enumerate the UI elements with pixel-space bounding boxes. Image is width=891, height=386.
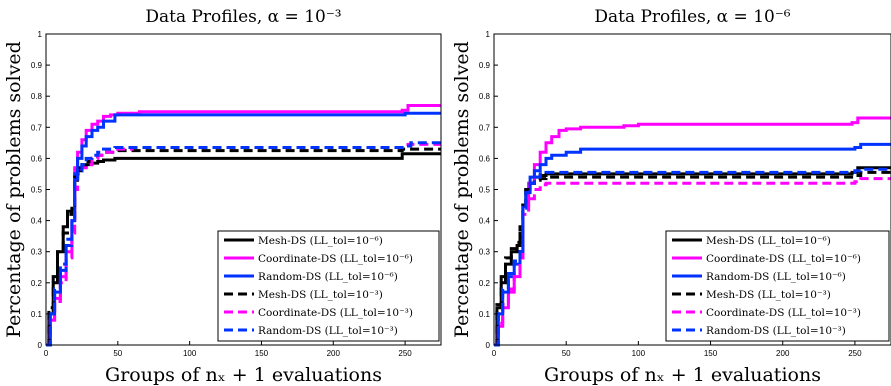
legend: Mesh-DS (LL_tol=10⁻⁶) Coordinate-DS (LL_t… bbox=[217, 230, 440, 342]
y-tick-label: 0 bbox=[486, 341, 491, 350]
y-tick-label: 0 bbox=[38, 341, 43, 350]
series-line-4 bbox=[494, 170, 891, 347]
legend-box bbox=[665, 230, 890, 342]
legend-label: Mesh-DS (LL_tol=10⁻³) bbox=[706, 289, 831, 301]
y-tick-label: 0.6 bbox=[31, 154, 43, 163]
x-tick-label: 0 bbox=[44, 349, 49, 358]
x-tick-label: 50 bbox=[562, 349, 571, 358]
x-axis-label: Groups of nₓ + 1 evaluations bbox=[544, 364, 821, 386]
x-tick-label: 150 bbox=[255, 349, 269, 358]
y-tick-label: 0.4 bbox=[31, 217, 43, 226]
chart-panel-1: 0 0.1 0.2 0.3 0.4 0.5 0.6 0.7 0.8 0.9 1 0 50 100 150 20… bbox=[3, 7, 442, 386]
x-tick-label: 200 bbox=[327, 349, 341, 358]
y-tick-label: 0.2 bbox=[479, 279, 491, 288]
y-axis-label: Percentage of problems solved bbox=[3, 41, 25, 338]
legend-box bbox=[217, 230, 440, 342]
chart-panel-2: 0 0.1 0.2 0.3 0.4 0.5 0.6 0.7 0.8 0.9 1 0 50 100 150 20… bbox=[451, 7, 891, 386]
legend-label: Coordinate-DS (LL_tol=10⁻³) bbox=[706, 307, 861, 319]
x-tick-label: 0 bbox=[492, 349, 497, 358]
legend-label: Mesh-DS (LL_tol=10⁻⁶) bbox=[706, 235, 831, 247]
x-tick-label: 100 bbox=[183, 349, 197, 358]
y-tick-label: 0.2 bbox=[31, 279, 43, 288]
series-line-6 bbox=[46, 141, 441, 347]
y-tick-label: 0.7 bbox=[479, 123, 491, 132]
x-tick-label: 100 bbox=[632, 349, 646, 358]
y-tick-label: 0.1 bbox=[31, 310, 43, 319]
y-tick-label: 0.5 bbox=[31, 186, 43, 195]
series-line-3 bbox=[494, 142, 891, 347]
legend-label: Coordinate-DS (LL_tol=10⁻⁶) bbox=[258, 253, 413, 265]
legend-label: Coordinate-DS (LL_tol=10⁻⁶) bbox=[706, 253, 861, 265]
legend-label: Random-DS (LL_tol=10⁻⁶) bbox=[258, 271, 398, 283]
y-tick-label: 0.3 bbox=[479, 248, 491, 257]
series-line-2 bbox=[494, 116, 891, 347]
y-tick-label: 0.1 bbox=[479, 310, 491, 319]
legend-label: Mesh-DS (LL_tol=10⁻⁶) bbox=[258, 235, 383, 247]
y-tick-label: 1 bbox=[486, 30, 491, 39]
y-tick-label: 0.8 bbox=[31, 92, 43, 101]
chart-title: Data Profiles, α = 10⁻³ bbox=[145, 7, 341, 27]
y-tick-label: 0.6 bbox=[479, 154, 491, 163]
series-line-6 bbox=[494, 167, 891, 347]
x-tick-label: 50 bbox=[113, 349, 122, 358]
y-tick-label: 0.8 bbox=[479, 92, 491, 101]
chart-title: Data Profiles, α = 10⁻⁶ bbox=[594, 7, 790, 27]
y-tick-label: 0.9 bbox=[479, 61, 491, 70]
x-axis-label: Groups of nₓ + 1 evaluations bbox=[105, 364, 382, 386]
legend: Mesh-DS (LL_tol=10⁻⁶) Coordinate-DS (LL_t… bbox=[665, 230, 890, 342]
legend-label: Coordinate-DS (LL_tol=10⁻³) bbox=[258, 307, 413, 319]
y-axis-label: Percentage of problems solved bbox=[451, 41, 473, 338]
y-tick-label: 0.7 bbox=[31, 123, 43, 132]
y-tick-label: 0.5 bbox=[479, 186, 491, 195]
legend-label: Random-DS (LL_tol=10⁻⁶) bbox=[706, 271, 846, 283]
y-tick-label: 1 bbox=[38, 30, 43, 39]
legend-label: Mesh-DS (LL_tol=10⁻³) bbox=[258, 289, 383, 301]
y-tick-label: 0.3 bbox=[31, 248, 43, 257]
y-tick-label: 0.9 bbox=[31, 61, 43, 70]
x-tick-label: 250 bbox=[848, 349, 862, 358]
legend-label: Random-DS (LL_tol=10⁻³) bbox=[706, 325, 846, 337]
y-tick-label: 0.4 bbox=[479, 217, 491, 226]
x-tick-label: 150 bbox=[704, 349, 718, 358]
legend-label: Random-DS (LL_tol=10⁻³) bbox=[258, 325, 398, 337]
x-tick-label: 250 bbox=[398, 349, 412, 358]
x-tick-label: 200 bbox=[776, 349, 790, 358]
